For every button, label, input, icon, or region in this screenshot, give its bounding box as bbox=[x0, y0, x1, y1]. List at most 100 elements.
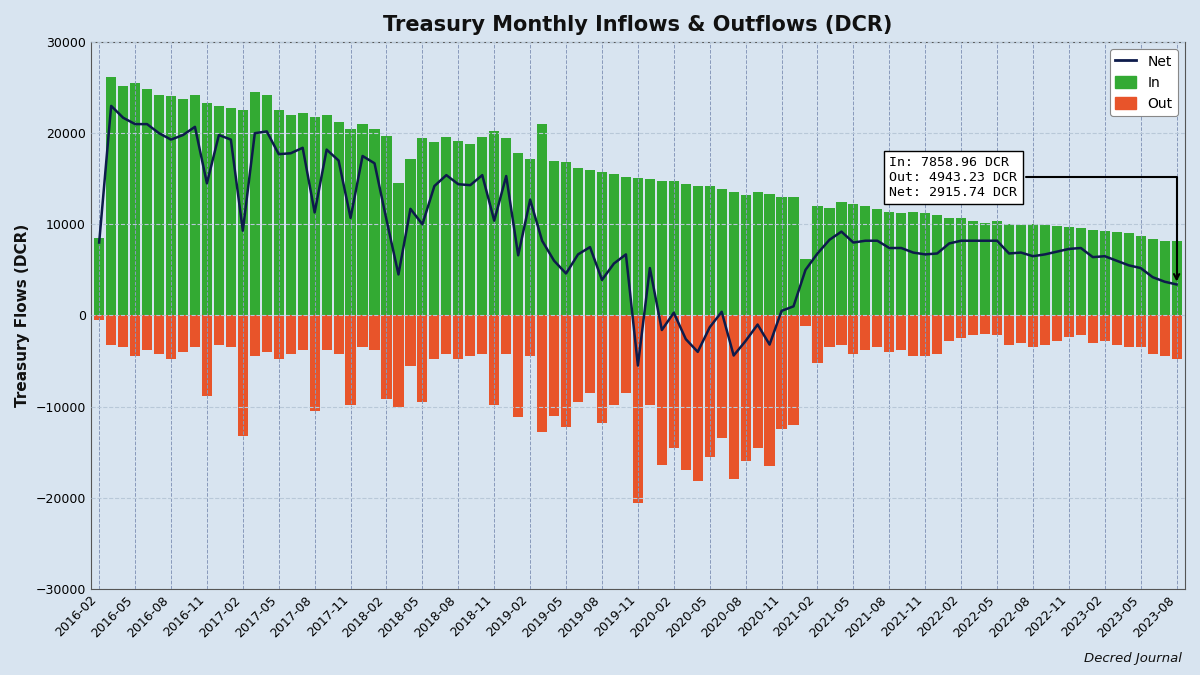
Bar bbox=[980, 315, 990, 333]
Bar bbox=[680, 315, 691, 470]
Bar bbox=[680, 184, 691, 315]
Bar bbox=[394, 184, 403, 315]
Bar bbox=[166, 96, 176, 315]
Bar bbox=[202, 315, 212, 396]
Bar bbox=[1052, 226, 1062, 315]
Bar bbox=[632, 178, 643, 315]
Bar bbox=[1099, 231, 1110, 315]
Bar bbox=[262, 315, 272, 352]
Bar bbox=[932, 315, 942, 354]
Bar bbox=[572, 315, 583, 402]
Bar bbox=[896, 315, 906, 350]
Bar bbox=[130, 83, 140, 315]
Bar bbox=[550, 161, 559, 315]
Bar bbox=[848, 315, 858, 354]
Bar bbox=[358, 315, 367, 348]
Bar bbox=[286, 315, 296, 354]
Bar bbox=[896, 213, 906, 315]
Bar bbox=[310, 315, 319, 411]
Bar bbox=[836, 315, 846, 344]
Bar bbox=[118, 86, 128, 315]
Bar bbox=[908, 315, 918, 356]
Bar bbox=[298, 315, 307, 350]
Bar bbox=[346, 129, 355, 315]
Bar bbox=[178, 99, 188, 315]
Bar bbox=[1159, 315, 1170, 356]
Bar bbox=[502, 315, 511, 354]
Bar bbox=[550, 315, 559, 416]
Bar bbox=[968, 221, 978, 315]
Bar bbox=[884, 315, 894, 352]
Bar bbox=[454, 315, 463, 359]
Bar bbox=[596, 315, 607, 423]
Bar bbox=[788, 315, 799, 425]
Bar bbox=[1052, 315, 1062, 341]
Bar bbox=[1040, 315, 1050, 344]
Bar bbox=[1004, 224, 1014, 315]
Bar bbox=[716, 315, 727, 439]
Bar bbox=[334, 315, 343, 354]
Bar bbox=[430, 315, 439, 359]
Bar bbox=[1087, 230, 1098, 315]
Bar bbox=[322, 315, 331, 350]
Bar bbox=[764, 194, 775, 315]
Bar bbox=[190, 95, 200, 315]
Bar bbox=[442, 315, 451, 354]
Bar bbox=[478, 315, 487, 354]
Bar bbox=[418, 315, 427, 402]
Bar bbox=[776, 315, 787, 429]
Bar bbox=[1123, 234, 1134, 315]
Bar bbox=[800, 259, 810, 315]
Bar bbox=[178, 315, 188, 352]
Bar bbox=[560, 163, 571, 315]
Bar bbox=[526, 315, 535, 356]
Bar bbox=[992, 221, 1002, 315]
Bar bbox=[1171, 241, 1182, 315]
Bar bbox=[502, 138, 511, 315]
Bar bbox=[620, 177, 631, 315]
Bar bbox=[1028, 315, 1038, 348]
Bar bbox=[1111, 232, 1122, 315]
Bar bbox=[466, 315, 475, 356]
Legend: Net, In, Out: Net, In, Out bbox=[1110, 49, 1178, 116]
Bar bbox=[478, 137, 487, 315]
Bar bbox=[920, 315, 930, 356]
Bar bbox=[1075, 315, 1086, 335]
Bar bbox=[812, 206, 822, 315]
Bar bbox=[884, 211, 894, 315]
Bar bbox=[572, 168, 583, 315]
Bar bbox=[370, 129, 379, 315]
Bar bbox=[656, 315, 667, 465]
Bar bbox=[692, 315, 703, 481]
Bar bbox=[776, 197, 787, 315]
Bar bbox=[106, 315, 116, 344]
Bar bbox=[274, 315, 284, 359]
Bar bbox=[118, 315, 128, 348]
Bar bbox=[644, 315, 655, 405]
Bar bbox=[872, 315, 882, 348]
Bar bbox=[824, 315, 834, 348]
Bar bbox=[490, 315, 499, 405]
Bar bbox=[154, 315, 164, 354]
Bar bbox=[596, 172, 607, 315]
Bar bbox=[166, 315, 176, 359]
Bar bbox=[1171, 315, 1182, 359]
Bar bbox=[142, 90, 152, 315]
Bar bbox=[740, 195, 751, 315]
Bar bbox=[1040, 225, 1050, 315]
Bar bbox=[668, 315, 679, 448]
Bar bbox=[1004, 315, 1014, 344]
Bar bbox=[466, 144, 475, 315]
Bar bbox=[608, 315, 619, 405]
Bar bbox=[418, 138, 427, 315]
Bar bbox=[310, 117, 319, 315]
Bar bbox=[190, 315, 200, 348]
Bar bbox=[560, 315, 571, 427]
Bar bbox=[322, 115, 331, 315]
Bar bbox=[764, 315, 775, 466]
Bar bbox=[1087, 315, 1098, 343]
Bar bbox=[932, 215, 942, 315]
Bar bbox=[668, 181, 679, 315]
Bar bbox=[514, 153, 523, 315]
Text: Decred Journal: Decred Journal bbox=[1084, 652, 1182, 665]
